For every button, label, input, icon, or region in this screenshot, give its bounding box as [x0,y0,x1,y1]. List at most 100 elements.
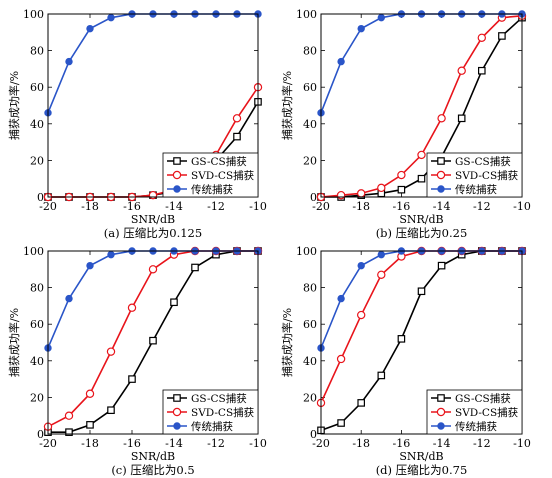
data-point-gs [233,132,241,141]
data-point-gs [417,174,426,183]
legend-label: SVD-CS捕获 [455,406,518,419]
y-tick-label: 60 [30,81,44,94]
data-point-gs [437,261,446,270]
legend-swatch-marker [173,422,181,430]
data-point-svd [377,183,386,193]
y-axis-label: 捕获成功率/% [280,71,294,140]
x-tick-label: -18 [81,437,99,450]
data-point-gs [149,336,157,345]
legend-swatch-marker [437,422,445,430]
x-tick-label: -10 [249,437,267,450]
plot-frame [320,250,523,435]
legend-swatch-marker [436,170,446,180]
data-point-trad [86,24,94,33]
plot-frame [47,250,259,435]
y-tick-label: 80 [30,45,44,58]
data-point-gs [191,263,199,272]
plot-frame [320,13,523,198]
y-tick-label: 20 [30,154,44,167]
x-tick-label: -16 [123,437,141,450]
data-point-svd [377,270,386,279]
data-point-svd [336,190,346,200]
legend-swatch-marker [437,185,445,193]
data-point-svd [357,310,366,320]
data-point-gs [397,335,406,343]
data-point-svd [397,170,406,180]
x-tick-label: -20 [312,437,330,450]
x-tick-label: -14 [433,437,451,450]
legend-label: GS-CS捕获 [191,392,247,405]
data-point-gs [65,428,73,436]
data-point-gs [457,114,466,123]
x-axis-label: SNR/dB [399,450,443,463]
x-tick-label: -20 [39,200,57,213]
x-tick-label: -10 [513,200,531,213]
data-point-gs [170,298,178,307]
y-tick-label: 0 [37,428,44,441]
x-tick-label: -12 [473,437,491,450]
legend-label: SVD-CS捕获 [191,169,254,182]
y-axis-label: 捕获成功率/% [280,308,294,377]
series-line-trad [47,13,258,114]
x-tick-label: -20 [39,437,57,450]
chart-panel-2: -20 -18 -16 -14 -12 -10 0 20 40 60 80 100 GS-CS捕获SVD… [280,8,531,240]
y-axis-label: 捕获成功率/% [7,71,21,140]
legend-swatch-marker [173,157,181,165]
y-tick-label: 60 [303,318,317,331]
legend-label: SVD-CS捕获 [191,406,254,419]
chart-panel-1: -20 -18 -16 -14 -12 -10 0 20 40 60 80 100 GS-CS捕获SVD… [7,8,267,240]
x-tick-label: -10 [513,437,531,450]
y-tick-label: 60 [303,81,317,94]
legend-swatch-marker [437,157,445,165]
x-tick-label: -18 [352,437,370,450]
x-tick-label: -16 [393,200,411,213]
panel-caption: (c) 压缩比为0.5 [111,463,194,477]
y-tick-label: 20 [30,391,44,404]
data-point-gs [357,399,366,407]
legend-swatch-marker [436,407,446,417]
legend-swatch-marker [172,407,182,417]
x-tick-label: -14 [433,200,451,213]
panel-caption: (d) 压缩比为0.75 [376,463,468,477]
x-tick-label: -16 [393,437,411,450]
legend-label: 传统捕获 [455,183,497,196]
data-point-svd [85,389,95,398]
y-tick-label: 100 [23,245,44,258]
x-tick-label: -18 [352,200,370,213]
y-tick-label: 100 [296,8,317,21]
x-tick-label: -10 [249,200,267,213]
y-axis-label: 捕获成功率/% [7,308,21,377]
y-tick-label: 60 [30,318,44,331]
data-point-trad [357,261,365,270]
chart-panel-4: -20 -18 -16 -14 -12 -10 0 20 40 60 80 100 GS-CS捕获SVD… [280,245,531,477]
series-line-trad [320,250,522,349]
y-tick-label: 40 [303,118,317,131]
legend-swatch-marker [173,394,181,402]
x-tick-label: -14 [165,200,183,213]
data-point-svd [127,303,137,312]
data-point-trad [65,294,73,303]
legend-label: 传统捕获 [455,420,497,433]
data-point-svd [417,150,426,160]
data-point-svd [106,347,116,356]
legend-label: SVD-CS捕获 [455,169,518,182]
plot-frame [47,13,259,198]
y-tick-label: 0 [310,191,317,204]
data-point-gs [478,66,486,75]
legend-label: 传统捕获 [191,420,233,433]
legend-swatch-marker [173,185,181,193]
data-point-gs [498,32,506,40]
data-point-gs [377,371,386,380]
data-point-trad [337,294,345,303]
legend-label: GS-CS捕获 [191,155,247,168]
x-axis-label: SNR/dB [399,213,443,226]
y-tick-label: 80 [303,45,317,58]
y-tick-label: 20 [303,391,317,404]
y-tick-label: 0 [310,428,317,441]
legend-label: GS-CS捕获 [455,155,511,168]
data-point-gs [397,185,406,194]
data-point-svd [232,114,242,123]
